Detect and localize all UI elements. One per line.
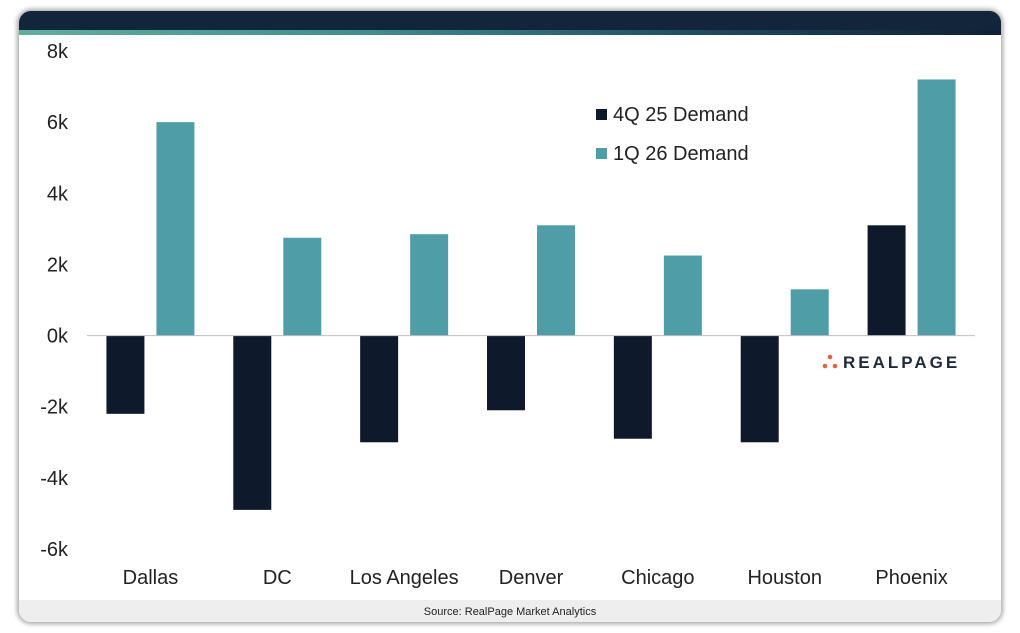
bar-4q25-chicago	[613, 335, 652, 439]
y-tick-label: 6k	[47, 112, 69, 134]
category-label: Denver	[499, 567, 564, 589]
realpage-wordmark: REALPAGE	[843, 353, 960, 372]
bar-4q25-denver	[487, 335, 525, 411]
realpage-dots-icon	[822, 354, 838, 369]
y-tick-label: 2k	[47, 254, 69, 276]
legend-swatch-4q25	[596, 109, 607, 120]
y-tick-label: -4k	[40, 468, 69, 490]
chart-card: 8k 6k 4k 2k 0k -2k -4k -6k Dallas DC Los Angeles D…	[19, 11, 1001, 622]
y-tick-label: -6k	[40, 539, 69, 561]
category-label: DC	[263, 567, 292, 589]
legend-label-1q26: 1Q 26 Demand	[613, 143, 749, 165]
category-labels: Dallas DC Los Angeles Denver Chicago Houston P…	[123, 567, 948, 589]
bar-4q25-los-angeles	[360, 335, 399, 443]
y-tick-label: -2k	[40, 397, 69, 419]
legend-swatch-1q26	[596, 148, 607, 159]
legend-label-4q25: 4Q 25 Demand	[613, 104, 749, 126]
category-label: Houston	[747, 567, 822, 589]
category-label: Dallas	[123, 567, 179, 589]
legend: 4Q 25 Demand 1Q 26 Demand	[596, 104, 749, 165]
bar-1q26-phoenix	[917, 79, 956, 336]
bar-1q26-chicago	[663, 255, 702, 336]
bar-1q26-dallas	[156, 122, 195, 336]
y-tick-label: 8k	[47, 41, 69, 63]
y-axis-ticks: 8k 6k 4k 2k 0k -2k -4k -6k	[40, 41, 69, 561]
bar-4q25-houston	[740, 335, 779, 443]
bar-1q26-los-angeles	[410, 234, 449, 336]
category-label: Phoenix	[875, 567, 947, 589]
bar-1q26-dc	[283, 237, 322, 336]
bars	[106, 79, 956, 510]
bar-4q25-phoenix	[867, 225, 906, 336]
header-band-inner	[19, 11, 1001, 30]
y-tick-label: 0k	[47, 326, 69, 348]
realpage-logo: REALPAGE	[822, 353, 960, 372]
category-label: Chicago	[621, 567, 694, 589]
y-tick-label: 4k	[47, 183, 69, 205]
source-note: Source: RealPage Market Analytics	[423, 606, 597, 618]
category-label: Los Angeles	[350, 567, 459, 589]
bar-4q25-dc	[233, 335, 272, 510]
bar-1q26-houston	[790, 289, 829, 336]
source-bar: Source: RealPage Market Analytics	[19, 600, 1001, 622]
bar-4q25-dallas	[106, 335, 145, 414]
bar-1q26-denver	[537, 225, 575, 336]
